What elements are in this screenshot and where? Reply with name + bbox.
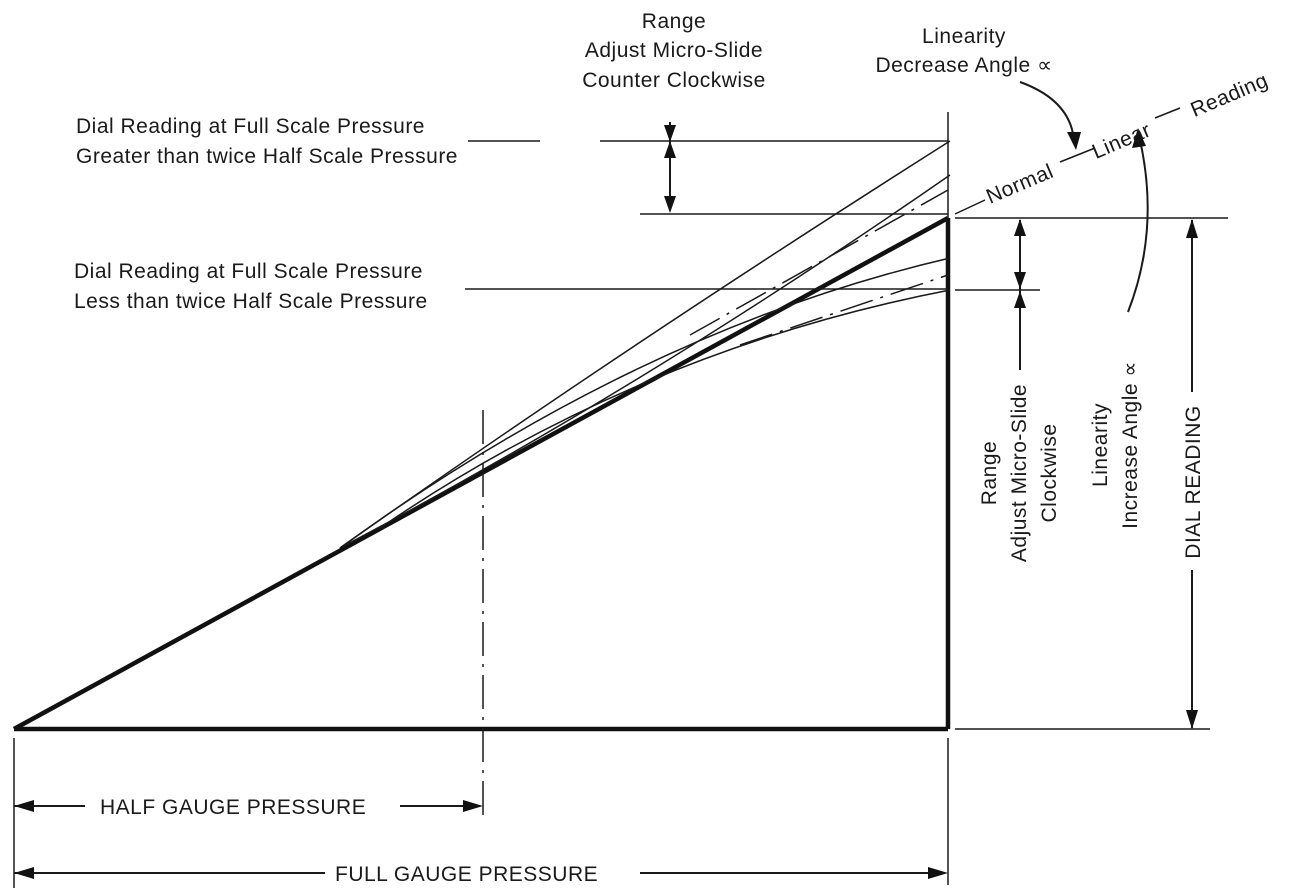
half-gauge-label: HALF GAUGE PRESSURE [100, 796, 366, 819]
dashdot-upper [689, 189, 949, 336]
curve-greater-lower [339, 174, 951, 549]
normal-line-ext-1 [954, 199, 986, 215]
reading-word: Reading [1187, 69, 1271, 122]
linearity-increase-arrow [1127, 128, 1149, 313]
normal-word: Normal [983, 160, 1057, 209]
reading-less-line-2: Less than twice Half Scale Pressure [74, 290, 428, 313]
reading-less-label: Dial Reading at Full Scale Pressure Less… [74, 260, 428, 313]
normal-line-ext-3 [1154, 107, 1181, 119]
linearity-top-line-2: Decrease Angle ∝ [875, 54, 1052, 77]
range-top-line-3: Counter Clockwise [582, 69, 766, 92]
reading-greater-label: Dial Reading at Full Scale Pressure Grea… [76, 115, 458, 168]
curve-greater-upper [339, 140, 951, 549]
range-right-dimension [1014, 219, 1026, 370]
full-gauge-dimension [14, 867, 948, 879]
normal-line-ext-2 [1059, 147, 1096, 163]
reading-less-line-1: Dial Reading at Full Scale Pressure [74, 260, 423, 283]
triangle [12, 216, 951, 732]
linearity-right-label: Linearity Increase Angle ∝ [1089, 361, 1142, 529]
linearity-top-label: Linearity Decrease Angle ∝ [875, 25, 1052, 77]
range-right-line-2: Adjust Micro-Slide [1008, 384, 1031, 562]
dashdot-lower [739, 274, 949, 346]
linearity-decrease-arrow [1019, 81, 1081, 150]
range-top-dimension [664, 122, 676, 213]
range-top-line-1: Range [642, 10, 706, 33]
normal-linear-reading-label: Normal Linear Reading [983, 69, 1272, 209]
linearity-right-line-1: Linearity [1089, 403, 1112, 487]
dial-reading-label: DIAL READING [1182, 405, 1205, 558]
linear-word: Linear [1089, 119, 1154, 164]
range-top-label: Range Adjust Micro-Slide Counter Clockwi… [582, 10, 766, 92]
range-top-line-2: Adjust Micro-Slide [585, 39, 763, 62]
reading-greater-line-2: Greater than twice Half Scale Pressure [76, 145, 458, 168]
half-gauge-dimension [14, 800, 483, 812]
dial-reading-dimension [1186, 219, 1198, 729]
range-right-line-3: Clockwise [1038, 423, 1061, 522]
curve-less-lower [379, 289, 951, 529]
full-gauge-label: FULL GAUGE PRESSURE [335, 863, 598, 886]
normal-linear-line [12, 216, 950, 731]
reading-greater-line-1: Dial Reading at Full Scale Pressure [76, 115, 425, 138]
linearity-right-line-2: Increase Angle ∝ [1119, 361, 1142, 529]
range-right-line-1: Range [978, 441, 1001, 505]
range-right-label: Range Adjust Micro-Slide Clockwise [978, 384, 1061, 562]
curve-less-upper [339, 257, 951, 549]
linearity-top-line-1: Linearity [922, 25, 1006, 48]
